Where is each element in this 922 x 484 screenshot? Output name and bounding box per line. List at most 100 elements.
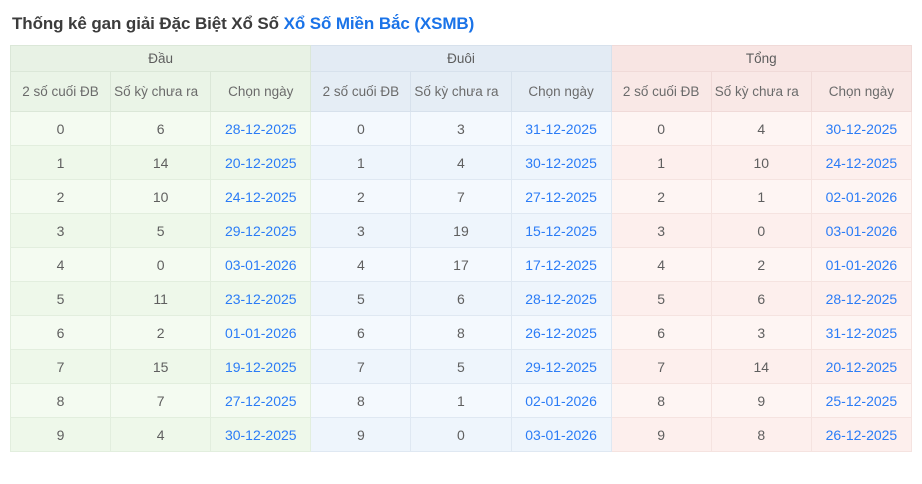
cell-dau-number: 2 [9,179,112,214]
sub-header-row: 2 số cuối ĐB Số kỳ chưa ra Chọn ngày 2 s… [9,71,913,112]
cell-tong-number: 0 [610,111,712,146]
date-link[interactable]: 27-12-2025 [224,392,297,409]
date-link[interactable]: 30-12-2025 [224,426,297,443]
cell-dau-date: 24-12-2025 [210,179,312,214]
cell-duoi-date: 15-12-2025 [510,213,612,248]
date-link[interactable]: 31-12-2025 [525,120,597,137]
date-link[interactable]: 19-12-2025 [224,358,297,375]
date-link[interactable]: 01-01-2026 [224,324,297,341]
cell-tong-date: 01-01-2026 [810,247,913,282]
cell-dau-number: 5 [9,281,112,316]
cell-tong-number: 3 [610,213,712,248]
cell-dau-date: 20-12-2025 [210,145,312,180]
lottery-region-link[interactable]: Xổ Số Miền Bắc (XSMB) [283,14,475,33]
cell-tong-count: 1 [710,179,812,214]
cell-duoi-count: 3 [410,111,512,146]
date-link[interactable]: 01-01-2026 [825,256,898,273]
cell-dau-date: 29-12-2025 [210,213,312,248]
date-link[interactable]: 27-12-2025 [525,188,597,205]
cell-tong-count: 10 [710,145,812,180]
date-link[interactable]: 20-12-2025 [825,358,898,375]
cell-duoi-count: 0 [410,417,512,452]
subheader-tong-date: Chọn ngày [810,71,913,112]
cell-duoi-date: 30-12-2025 [510,145,612,180]
cell-dau-date: 28-12-2025 [210,111,312,146]
date-link[interactable]: 26-12-2025 [525,324,597,341]
cell-duoi-number: 4 [310,247,412,282]
date-link[interactable]: 15-12-2025 [525,222,597,239]
cell-tong-number: 9 [610,417,712,452]
cell-duoi-date: 03-01-2026 [510,417,612,452]
date-link[interactable]: 03-01-2026 [525,426,597,443]
cell-dau-count: 2 [110,315,212,350]
date-link[interactable]: 03-01-2026 [825,222,898,239]
cell-tong-date: 26-12-2025 [810,417,913,452]
date-link[interactable]: 29-12-2025 [525,358,597,375]
cell-tong-date: 03-01-2026 [810,213,913,248]
cell-duoi-date: 31-12-2025 [510,111,612,146]
cell-dau-date: 03-01-2026 [210,247,312,282]
cell-tong-count: 14 [710,349,812,384]
date-link[interactable]: 02-01-2026 [525,392,597,409]
cell-dau-date: 01-01-2026 [210,315,312,350]
date-link[interactable]: 28-12-2025 [224,120,297,137]
date-link[interactable]: 24-12-2025 [825,154,898,171]
date-link[interactable]: 02-01-2026 [825,188,898,205]
cell-duoi-count: 5 [410,349,512,384]
date-link[interactable]: 20-12-2025 [224,154,297,171]
group-header-duoi: Đuôi [310,45,612,72]
cell-tong-number: 8 [610,383,712,418]
date-link[interactable]: 28-12-2025 [525,290,597,307]
cell-tong-count: 2 [710,247,812,282]
date-link[interactable]: 30-12-2025 [525,154,597,171]
date-link[interactable]: 28-12-2025 [825,290,898,307]
cell-dau-number: 4 [9,247,112,282]
subheader-dau-count: Số kỳ chưa ra [110,71,212,112]
cell-tong-count: 8 [710,417,812,452]
date-link[interactable]: 25-12-2025 [825,392,898,409]
cell-duoi-number: 7 [310,349,412,384]
date-link[interactable]: 23-12-2025 [224,290,297,307]
cell-dau-number: 0 [9,111,112,146]
subheader-tong-number: 2 số cuối ĐB [610,71,712,112]
date-link[interactable]: 17-12-2025 [525,256,597,273]
cell-duoi-count: 4 [410,145,512,180]
cell-duoi-date: 02-01-2026 [510,383,612,418]
cell-duoi-number: 8 [310,383,412,418]
cell-tong-number: 1 [610,145,712,180]
page-title: Thống kê gan giải Đặc Biệt Xổ Số Xổ Số M… [0,0,922,35]
cell-tong-count: 3 [710,315,812,350]
table-body: 0 6 28-12-2025 0 3 31-12-2025 0 4 30-12-2025 1 14 2… [9,111,913,452]
cell-tong-number: 5 [610,281,712,316]
page-title-text: Thống kê gan giải Đặc Biệt Xổ Số [12,14,284,33]
date-link[interactable]: 24-12-2025 [224,188,297,205]
date-link[interactable]: 31-12-2025 [825,324,898,341]
table-row: 5 11 23-12-2025 5 6 28-12-2025 5 6 28-12-2025 [9,281,913,316]
cell-duoi-date: 17-12-2025 [510,247,612,282]
table-row: 8 7 27-12-2025 8 1 02-01-2026 8 9 25-12-2025 [9,383,913,418]
cell-duoi-date: 28-12-2025 [510,281,612,316]
date-link[interactable]: 03-01-2026 [224,256,297,273]
date-link[interactable]: 29-12-2025 [224,222,297,239]
date-link[interactable]: 30-12-2025 [825,120,898,137]
cell-dau-count: 10 [110,179,212,214]
cell-dau-count: 4 [110,417,212,452]
cell-duoi-count: 17 [410,247,512,282]
cell-dau-number: 6 [9,315,112,350]
table-row: 1 14 20-12-2025 1 4 30-12-2025 1 10 24-12-2025 [9,145,913,180]
cell-dau-count: 15 [110,349,212,384]
subheader-tong-count: Số kỳ chưa ra [710,71,812,112]
cell-tong-count: 9 [710,383,812,418]
subheader-duoi-date: Chọn ngày [510,71,612,112]
table-row: 2 10 24-12-2025 2 7 27-12-2025 2 1 02-01-2026 [9,179,913,214]
cell-duoi-number: 0 [310,111,412,146]
cell-dau-date: 23-12-2025 [210,281,312,316]
stat-table-wrapper: Đầu Đuôi Tổng 2 số cuối ĐB Số kỳ chưa ra… [9,45,913,452]
cell-dau-date: 19-12-2025 [210,349,312,384]
date-link[interactable]: 26-12-2025 [825,426,898,443]
group-header-row: Đầu Đuôi Tổng [9,45,913,72]
table-row: 7 15 19-12-2025 7 5 29-12-2025 7 14 20-12-2025 [9,349,913,384]
cell-dau-number: 1 [9,145,112,180]
cell-dau-count: 5 [110,213,212,248]
